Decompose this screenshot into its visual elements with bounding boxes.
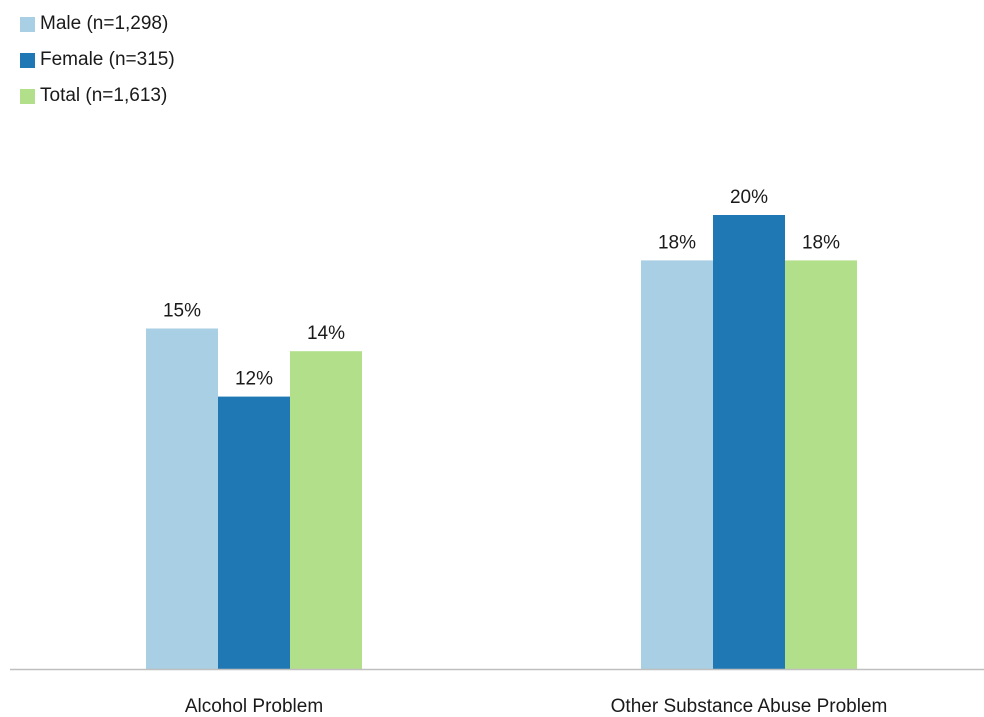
data-label-1-1: 15% bbox=[163, 301, 201, 322]
legend-swatch-total bbox=[20, 88, 35, 104]
bar-2-1 bbox=[641, 260, 713, 669]
legend-label-male: Male (n=1,298) bbox=[40, 13, 169, 34]
bar-2-3 bbox=[785, 260, 857, 669]
legend-label-female: Female (n=315) bbox=[40, 49, 175, 70]
data-label-2-2: 20% bbox=[730, 187, 768, 208]
bar-1-2 bbox=[218, 396, 290, 669]
category-label-1: Alcohol Problem bbox=[185, 696, 323, 717]
legend-swatch-male bbox=[20, 16, 35, 32]
legend-item-female: Female (n=315) bbox=[20, 42, 175, 78]
data-label-1-2: 12% bbox=[235, 369, 273, 390]
data-label-2-1: 18% bbox=[658, 232, 696, 253]
bar-1-1 bbox=[146, 328, 218, 669]
bar-2-2 bbox=[713, 215, 785, 669]
legend-label-total: Total (n=1,613) bbox=[40, 85, 168, 106]
legend-item-total: Total (n=1,613) bbox=[20, 78, 175, 114]
legend-item-male: Male (n=1,298) bbox=[20, 6, 175, 42]
bar-1-3 bbox=[290, 351, 362, 669]
category-label-2: Other Substance Abuse Problem bbox=[611, 696, 888, 717]
legend-swatch-female bbox=[20, 52, 35, 68]
data-label-1-3: 14% bbox=[307, 323, 345, 344]
data-label-2-3: 18% bbox=[802, 232, 840, 253]
legend: Male (n=1,298) Female (n=315) Total (n=1… bbox=[20, 6, 175, 114]
